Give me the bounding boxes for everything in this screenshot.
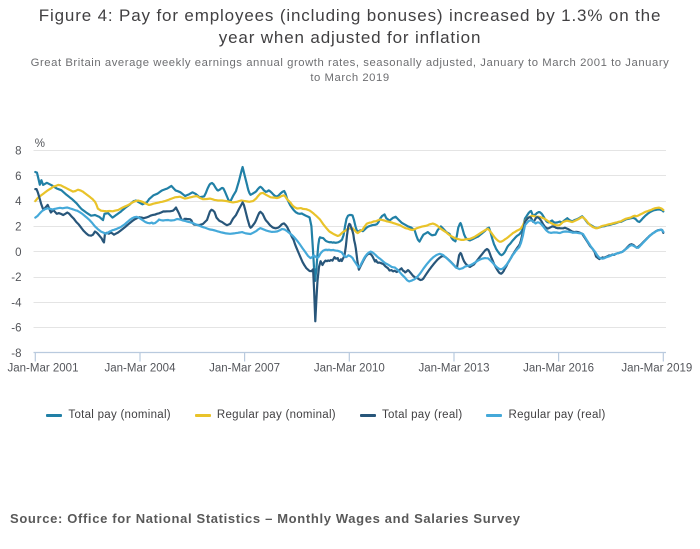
- svg-text:Jan-Mar 2007: Jan-Mar 2007: [209, 363, 280, 375]
- svg-text:Jan-Mar 2019: Jan-Mar 2019: [621, 363, 692, 375]
- svg-text:8: 8: [15, 146, 21, 158]
- svg-text:4: 4: [15, 196, 22, 208]
- svg-text:-2: -2: [11, 272, 21, 284]
- svg-text:-6: -6: [11, 323, 21, 335]
- svg-text:Jan-Mar 2004: Jan-Mar 2004: [105, 363, 177, 375]
- svg-text:2: 2: [15, 221, 21, 233]
- svg-text:Jan-Mar 2001: Jan-Mar 2001: [8, 363, 79, 375]
- svg-text:Jan-Mar 2016: Jan-Mar 2016: [523, 363, 594, 375]
- svg-text:0: 0: [15, 247, 21, 259]
- svg-text:Jan-Mar 2010: Jan-Mar 2010: [314, 363, 385, 375]
- svg-text:Jan-Mar 2013: Jan-Mar 2013: [419, 363, 490, 375]
- svg-text:%: %: [35, 138, 45, 150]
- svg-text:-8: -8: [11, 348, 21, 360]
- svg-text:6: 6: [15, 171, 21, 183]
- svg-text:-4: -4: [11, 297, 22, 309]
